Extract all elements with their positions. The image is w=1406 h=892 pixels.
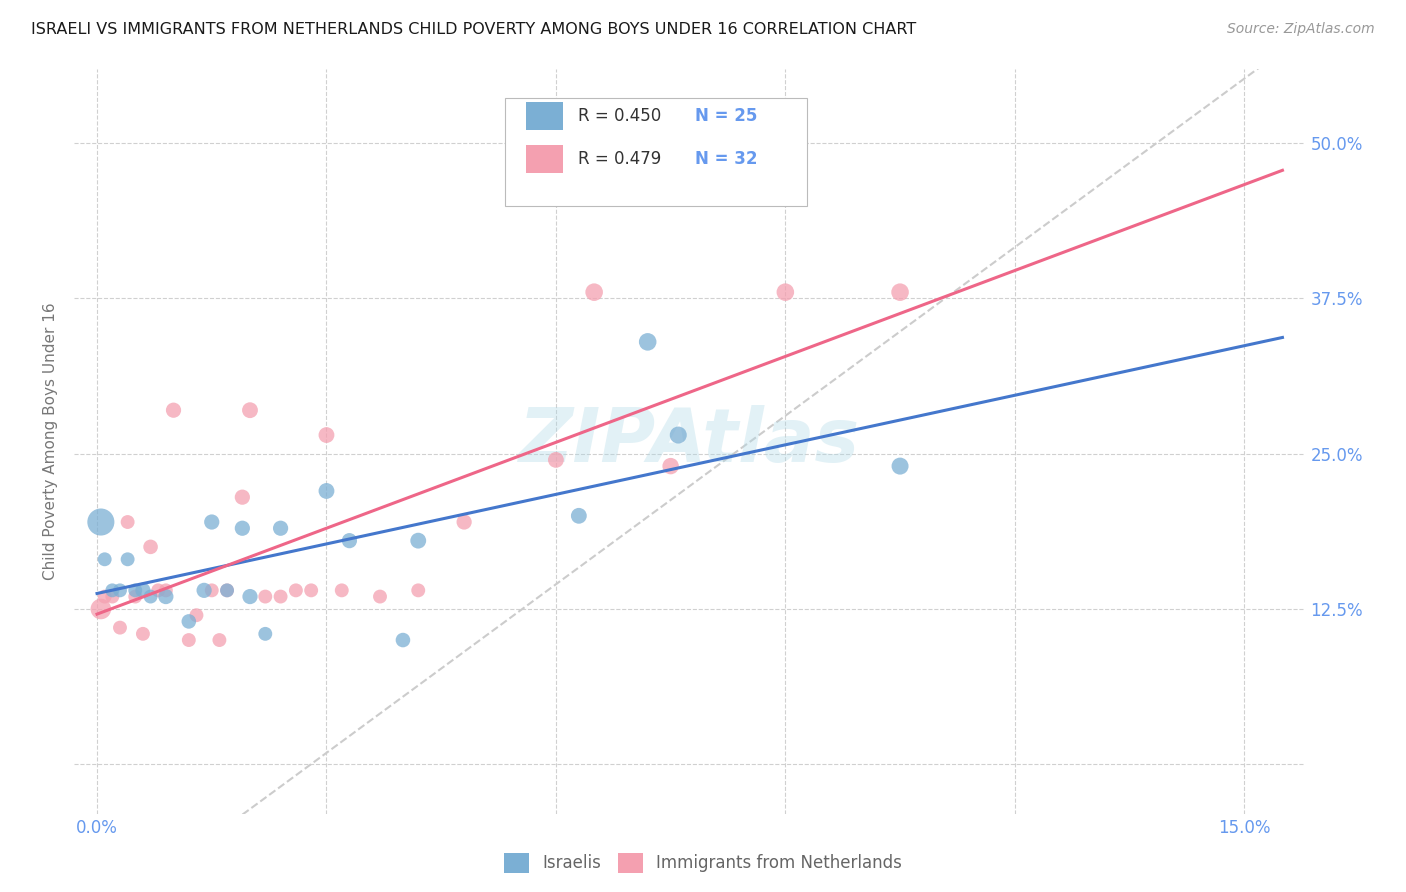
Point bbox=[368, 590, 391, 604]
Point bbox=[231, 490, 253, 504]
Point bbox=[270, 521, 292, 535]
Point bbox=[315, 483, 337, 498]
Point bbox=[148, 583, 170, 598]
Point bbox=[339, 533, 361, 548]
Text: R = 0.479: R = 0.479 bbox=[578, 150, 661, 168]
Legend: Israelis, Immigrants from Netherlands: Israelis, Immigrants from Netherlands bbox=[498, 847, 908, 880]
Point bbox=[254, 590, 277, 604]
Point bbox=[637, 334, 659, 349]
Point bbox=[186, 608, 208, 623]
Point bbox=[666, 428, 689, 442]
Point bbox=[93, 590, 115, 604]
Text: N = 25: N = 25 bbox=[695, 107, 756, 125]
Point bbox=[239, 590, 262, 604]
Point bbox=[889, 285, 911, 300]
Point bbox=[177, 615, 200, 629]
Point bbox=[659, 459, 682, 474]
Point bbox=[162, 403, 184, 417]
Point bbox=[139, 540, 162, 554]
Point bbox=[392, 633, 415, 648]
Point bbox=[132, 583, 155, 598]
Point bbox=[124, 590, 146, 604]
Point bbox=[406, 533, 429, 548]
Point bbox=[231, 521, 253, 535]
Point bbox=[568, 508, 591, 523]
Point bbox=[284, 583, 307, 598]
Point bbox=[239, 403, 262, 417]
Point bbox=[215, 583, 238, 598]
Point bbox=[124, 583, 146, 598]
Text: ZIPAtlas: ZIPAtlas bbox=[519, 405, 860, 478]
Text: N = 32: N = 32 bbox=[695, 150, 758, 168]
Point bbox=[101, 583, 124, 598]
Point bbox=[583, 285, 606, 300]
FancyBboxPatch shape bbox=[505, 98, 807, 206]
Point bbox=[90, 602, 112, 616]
Point bbox=[132, 627, 155, 641]
Point bbox=[406, 583, 429, 598]
Point bbox=[254, 627, 277, 641]
Point bbox=[139, 590, 162, 604]
Point bbox=[177, 633, 200, 648]
Point bbox=[117, 552, 139, 566]
Point bbox=[108, 583, 131, 598]
Point bbox=[270, 590, 292, 604]
Point bbox=[775, 285, 797, 300]
Point bbox=[155, 583, 177, 598]
Point bbox=[544, 453, 567, 467]
Point bbox=[93, 552, 115, 566]
FancyBboxPatch shape bbox=[526, 145, 562, 173]
Point bbox=[193, 583, 215, 598]
Text: ISRAELI VS IMMIGRANTS FROM NETHERLANDS CHILD POVERTY AMONG BOYS UNDER 16 CORRELA: ISRAELI VS IMMIGRANTS FROM NETHERLANDS C… bbox=[31, 22, 917, 37]
Point bbox=[330, 583, 353, 598]
Point bbox=[215, 583, 238, 598]
Text: R = 0.450: R = 0.450 bbox=[578, 107, 661, 125]
Point bbox=[201, 515, 224, 529]
Point bbox=[201, 583, 224, 598]
Point bbox=[108, 621, 131, 635]
Point bbox=[299, 583, 322, 598]
FancyBboxPatch shape bbox=[526, 102, 562, 130]
Point bbox=[453, 515, 475, 529]
Point bbox=[117, 515, 139, 529]
Text: Source: ZipAtlas.com: Source: ZipAtlas.com bbox=[1227, 22, 1375, 37]
Point bbox=[155, 590, 177, 604]
Point bbox=[889, 459, 911, 474]
Point bbox=[208, 633, 231, 648]
Point bbox=[101, 590, 124, 604]
Point bbox=[315, 428, 337, 442]
Y-axis label: Child Poverty Among Boys Under 16: Child Poverty Among Boys Under 16 bbox=[44, 302, 58, 580]
Point bbox=[90, 515, 112, 529]
